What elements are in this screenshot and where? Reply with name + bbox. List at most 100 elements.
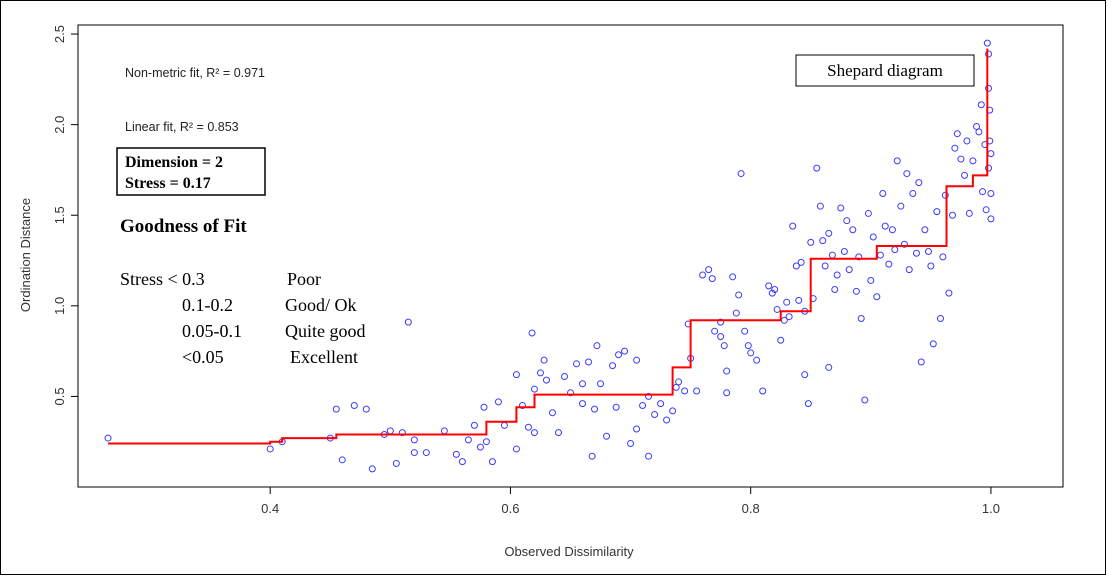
data-point <box>867 276 875 284</box>
data-point <box>891 246 899 254</box>
data-point <box>893 157 901 165</box>
data-point <box>711 327 719 335</box>
data-point <box>888 226 896 234</box>
data-point <box>681 387 689 395</box>
data-point <box>753 356 761 364</box>
data-point <box>969 157 977 165</box>
data-point <box>404 318 412 326</box>
data-point <box>627 440 635 448</box>
goodness-row-label: Good/ Ok <box>285 295 357 315</box>
data-point <box>963 137 971 145</box>
data-point <box>603 432 611 440</box>
goodness-row-range: 0.05-0.1 <box>182 321 242 341</box>
goodness-row-range: <0.05 <box>182 347 224 367</box>
data-point <box>879 189 887 197</box>
data-point <box>732 309 740 317</box>
data-point <box>849 226 857 234</box>
non-metric-fit-line <box>108 48 989 445</box>
data-point <box>524 423 532 431</box>
data-point <box>440 427 448 435</box>
data-point <box>869 233 877 241</box>
data-point <box>573 360 581 368</box>
data-point <box>917 358 925 366</box>
data-point <box>350 401 358 409</box>
data-point <box>609 362 617 370</box>
data-point <box>819 237 827 245</box>
data-point <box>488 458 496 466</box>
data-point <box>985 84 993 92</box>
goodness-row-label: Poor <box>287 269 321 289</box>
y-axis: 0.5 1.0 1.5 2.0 2.5 <box>52 25 78 405</box>
data-point <box>612 403 620 411</box>
data-point <box>804 400 812 408</box>
data-point <box>410 436 418 444</box>
stress-label: Stress = 0.17 <box>125 175 211 192</box>
data-point <box>530 429 538 437</box>
data-point <box>975 128 983 136</box>
data-point <box>948 211 956 219</box>
data-point <box>983 39 991 47</box>
goodness-row-label: Excellent <box>290 347 358 367</box>
data-point <box>729 273 737 281</box>
nonmetric-fit-annotation: Non-metric fit, R² = 0.971 <box>125 66 265 80</box>
data-point <box>933 208 941 216</box>
data-point <box>723 389 731 397</box>
data-point <box>873 293 881 301</box>
data-point <box>797 258 805 266</box>
data-point <box>410 449 418 457</box>
legend-title: Shepard diagram <box>827 61 943 80</box>
data-point <box>512 445 520 453</box>
data-point <box>843 217 851 225</box>
data-point <box>452 450 460 458</box>
x-tick-label: 0.4 <box>261 501 279 516</box>
data-point <box>987 150 995 158</box>
data-point <box>807 238 815 246</box>
data-point <box>929 340 937 348</box>
data-points <box>104 39 995 473</box>
data-point <box>912 249 920 257</box>
data-point <box>900 240 908 248</box>
data-point <box>982 206 990 214</box>
data-point <box>699 271 707 279</box>
data-point <box>759 387 767 395</box>
y-tick-label: 2.0 <box>52 116 67 134</box>
data-point <box>708 275 716 283</box>
data-point <box>593 342 601 350</box>
data-point <box>773 305 781 313</box>
data-point <box>825 229 833 237</box>
data-point <box>693 387 701 395</box>
data-point <box>723 367 731 375</box>
data-point <box>785 313 793 321</box>
goodness-row-range: Stress < 0.3 <box>120 269 205 289</box>
data-point <box>588 452 596 460</box>
data-point <box>789 222 797 230</box>
data-point <box>801 371 809 379</box>
data-point <box>941 191 949 199</box>
data-point <box>104 434 112 442</box>
data-point <box>965 209 973 217</box>
data-point <box>542 376 550 384</box>
data-point <box>885 260 893 268</box>
data-point <box>737 170 745 178</box>
data-point <box>633 425 641 433</box>
data-point <box>939 253 947 261</box>
x-tick-label: 1.0 <box>982 501 1000 516</box>
goodness-of-fit-title: Goodness of Fit <box>120 216 247 237</box>
data-point <box>476 443 484 451</box>
data-point <box>621 347 629 355</box>
data-point <box>645 392 653 400</box>
data-point <box>494 398 502 406</box>
data-point <box>957 155 965 163</box>
x-tick-label: 0.6 <box>501 501 519 516</box>
data-point <box>953 130 961 138</box>
data-point <box>720 342 728 350</box>
data-point <box>924 247 932 255</box>
data-point <box>744 342 752 350</box>
x-tick-label: 0.8 <box>742 501 760 516</box>
data-point <box>717 333 725 341</box>
data-point <box>633 356 641 364</box>
dimension-label: Dimension = 2 <box>125 154 223 171</box>
data-point <box>831 286 839 294</box>
stress-box <box>116 147 266 196</box>
data-point <box>783 298 791 306</box>
